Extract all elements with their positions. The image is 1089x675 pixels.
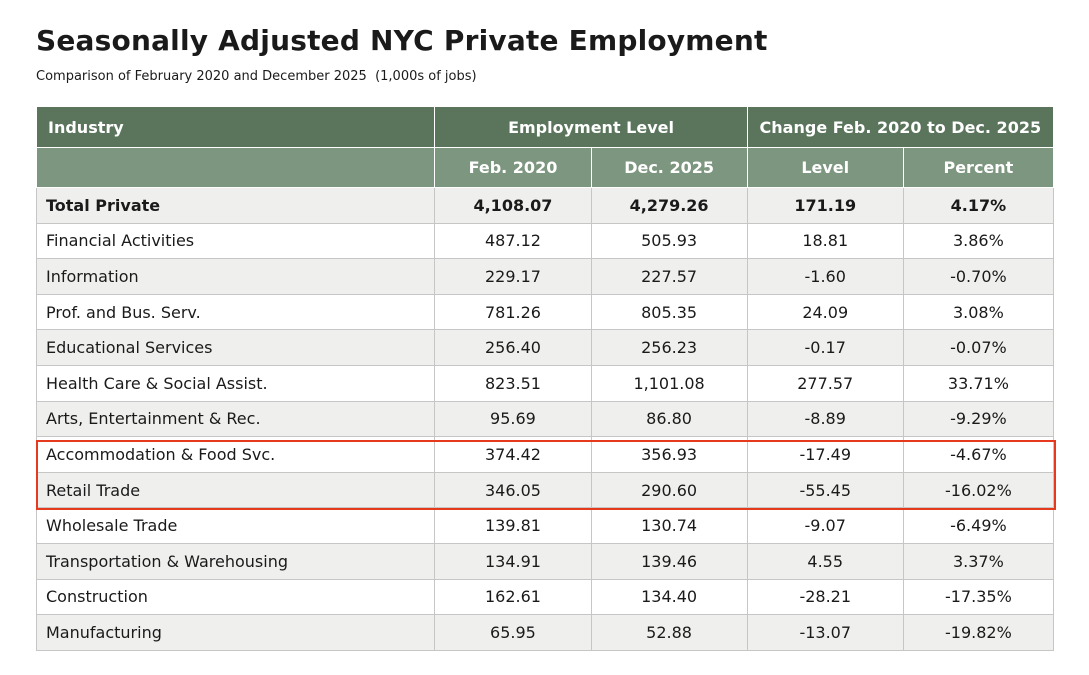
header-blank [35, 147, 436, 188]
cell-percent: 4.17% [902, 187, 1055, 224]
cell-industry: Arts, Entertainment & Rec. [35, 400, 436, 438]
cell-industry: Financial Activities [35, 222, 436, 260]
cell-industry: Manufacturing [35, 614, 436, 651]
cell-percent: 33.71% [902, 364, 1055, 402]
cell-percent: 3.86% [902, 222, 1055, 260]
cell-level: 171.19 [746, 187, 904, 224]
cell-feb2020: 4,108.07 [434, 187, 592, 224]
table-row: Wholesale Trade 139.81 130.74 -9.07 -6.49% [35, 507, 1055, 544]
cell-dec2025: 130.74 [590, 507, 748, 544]
header-percent: Percent [902, 147, 1055, 188]
cell-feb2020: 374.42 [434, 436, 592, 473]
header-employment-level: Employment Level [434, 106, 748, 148]
table-row: Manufacturing 65.95 52.88 -13.07 -19.82% [35, 614, 1055, 651]
employment-table-container: Industry Employment Level Change Feb. 20… [35, 106, 1055, 651]
header-change: Change Feb. 2020 to Dec. 2025 [746, 106, 1055, 148]
cell-industry: Transportation & Warehousing [35, 542, 436, 580]
table-row: Total Private 4,108.07 4,279.26 171.19 4.17% [35, 187, 1055, 224]
cell-level: 18.81 [746, 222, 904, 260]
cell-level: -17.49 [746, 436, 904, 473]
cell-level: -13.07 [746, 614, 904, 651]
header-row-groups: Industry Employment Level Change Feb. 20… [35, 106, 1055, 148]
cell-percent: -16.02% [902, 471, 1055, 509]
cell-percent: -17.35% [902, 578, 1055, 616]
cell-percent: 3.37% [902, 542, 1055, 580]
cell-level: -1.60 [746, 258, 904, 295]
cell-feb2020: 346.05 [434, 471, 592, 509]
header-row-columns: Feb. 2020 Dec. 2025 Level Percent [35, 147, 1055, 188]
cell-level: -0.17 [746, 329, 904, 366]
cell-dec2025: 227.57 [590, 258, 748, 295]
page-subtitle: Comparison of February 2020 and December… [36, 69, 477, 84]
cell-feb2020: 256.40 [434, 329, 592, 366]
table-row: Financial Activities 487.12 505.93 18.81 3.8… [35, 222, 1055, 260]
header-level: Level [746, 147, 904, 188]
cell-industry: Wholesale Trade [35, 507, 436, 544]
cell-percent: -9.29% [902, 400, 1055, 438]
table-row: Information 229.17 227.57 -1.60 -0.70% [35, 258, 1055, 295]
cell-percent: -4.67% [902, 436, 1055, 473]
cell-feb2020: 95.69 [434, 400, 592, 438]
table-row: Transportation & Warehousing 134.91 139.46… [35, 542, 1055, 580]
employment-table: Industry Employment Level Change Feb. 20… [35, 106, 1055, 651]
cell-feb2020: 162.61 [434, 578, 592, 616]
cell-dec2025: 134.40 [590, 578, 748, 616]
cell-percent: -19.82% [902, 614, 1055, 651]
table-row: Accommodation & Food Svc. 374.42 356.93 -17… [35, 436, 1055, 473]
cell-percent: -0.70% [902, 258, 1055, 295]
cell-dec2025: 1,101.08 [590, 364, 748, 402]
cell-percent: 3.08% [902, 293, 1055, 331]
cell-industry: Prof. and Bus. Serv. [35, 293, 436, 331]
cell-feb2020: 139.81 [434, 507, 592, 544]
table-row: Educational Services 256.40 256.23 -0.17 -0.… [35, 329, 1055, 366]
cell-dec2025: 505.93 [590, 222, 748, 260]
header-industry: Industry [35, 106, 436, 148]
cell-percent: -0.07% [902, 329, 1055, 366]
cell-dec2025: 139.46 [590, 542, 748, 580]
table-row: Retail Trade 346.05 290.60 -55.45 -16.02% [35, 471, 1055, 509]
cell-level: 277.57 [746, 364, 904, 402]
table-row: Arts, Entertainment & Rec. 95.69 86.80 -8.8… [35, 400, 1055, 438]
cell-feb2020: 781.26 [434, 293, 592, 331]
cell-industry: Retail Trade [35, 471, 436, 509]
cell-dec2025: 256.23 [590, 329, 748, 366]
header-feb-2020: Feb. 2020 [434, 147, 592, 188]
cell-industry: Educational Services [35, 329, 436, 366]
cell-dec2025: 805.35 [590, 293, 748, 331]
cell-feb2020: 65.95 [434, 614, 592, 651]
table-row: Construction 162.61 134.40 -28.21 -17.35% [35, 578, 1055, 616]
cell-industry: Accommodation & Food Svc. [35, 436, 436, 473]
cell-dec2025: 290.60 [590, 471, 748, 509]
cell-feb2020: 134.91 [434, 542, 592, 580]
table-row: Prof. and Bus. Serv. 781.26 805.35 24.09 3.0… [35, 293, 1055, 331]
cell-level: -8.89 [746, 400, 904, 438]
cell-feb2020: 823.51 [434, 364, 592, 402]
table-body: Total Private 4,108.07 4,279.26 171.19 4.17%… [35, 187, 1055, 651]
cell-dec2025: 356.93 [590, 436, 748, 473]
cell-industry: Information [35, 258, 436, 295]
page-title: Seasonally Adjusted NYC Private Employme… [36, 24, 768, 57]
cell-industry: Total Private [35, 187, 436, 224]
cell-feb2020: 229.17 [434, 258, 592, 295]
cell-dec2025: 4,279.26 [590, 187, 748, 224]
cell-level: -28.21 [746, 578, 904, 616]
cell-industry: Construction [35, 578, 436, 616]
cell-feb2020: 487.12 [434, 222, 592, 260]
cell-industry: Health Care & Social Assist. [35, 364, 436, 402]
cell-level: -9.07 [746, 507, 904, 544]
cell-level: -55.45 [746, 471, 904, 509]
cell-percent: -6.49% [902, 507, 1055, 544]
table-row: Health Care & Social Assist. 823.51 1,101.… [35, 364, 1055, 402]
header-dec-2025: Dec. 2025 [590, 147, 748, 188]
cell-level: 24.09 [746, 293, 904, 331]
cell-dec2025: 52.88 [590, 614, 748, 651]
cell-dec2025: 86.80 [590, 400, 748, 438]
cell-level: 4.55 [746, 542, 904, 580]
